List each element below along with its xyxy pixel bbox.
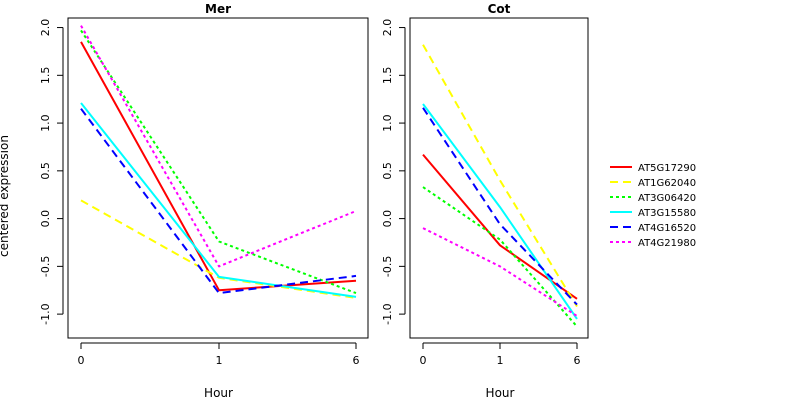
series-line-at4g21980 bbox=[80, 25, 357, 268]
legend-label: AT3G15580 bbox=[638, 208, 696, 219]
y-tick-label: 1.0 bbox=[381, 114, 394, 131]
series-line-at4g16520 bbox=[422, 107, 578, 306]
x-tick-label: 0 bbox=[420, 354, 427, 367]
series-line-at3g06420 bbox=[422, 186, 578, 328]
y-tick-label: 1.5 bbox=[381, 67, 394, 85]
series-line-at5g17290 bbox=[80, 41, 357, 292]
legend-label: AT1G62040 bbox=[638, 178, 696, 189]
legend-label: AT4G16520 bbox=[638, 223, 696, 234]
y-tick-label: 2.0 bbox=[381, 19, 394, 37]
series-line-at4g21980 bbox=[422, 227, 578, 317]
series-line-at1g62040 bbox=[422, 44, 578, 308]
x-axis-title: Hour bbox=[486, 386, 515, 400]
x-axis-title: Hour bbox=[204, 386, 233, 400]
series-line-at5g17290 bbox=[422, 153, 578, 300]
y-tick-label: 0.0 bbox=[39, 210, 52, 228]
legend-label: AT5G17290 bbox=[638, 163, 696, 174]
chart-panel-1: Cot 0 1 6 -1.0 -0.5 0.0 0.5 1.0 1.5 2.0 Hour bbox=[381, 2, 589, 400]
plot-frame bbox=[409, 17, 589, 339]
y-tick-label: -0.5 bbox=[381, 256, 394, 277]
x-tick-label: 0 bbox=[78, 354, 85, 367]
panel-title: Cot bbox=[488, 2, 511, 16]
y-tick-label: 1.5 bbox=[39, 67, 52, 85]
legend: AT5G17290 AT1G62040 AT3G06420 AT3G15580 AT4G… bbox=[610, 163, 696, 249]
chart-panel-0: Mer 0 1 6 -1.0 -0.5 0.0 0.5 1.0 1.5 2.0 Hour centere… bbox=[0, 2, 369, 400]
series-line-at3g15580 bbox=[422, 103, 578, 320]
plot-frame bbox=[67, 17, 369, 339]
series-line-at3g15580 bbox=[80, 102, 357, 298]
y-tick-label: -0.5 bbox=[39, 256, 52, 277]
legend-label: AT4G21980 bbox=[638, 238, 696, 249]
y-tick-label: -1.0 bbox=[39, 303, 52, 324]
x-tick-label: 6 bbox=[353, 354, 360, 367]
panel-title: Mer bbox=[205, 2, 231, 16]
y-tick-label: -1.0 bbox=[381, 303, 394, 324]
y-tick-label: 0.5 bbox=[381, 162, 394, 180]
y-tick-label: 1.0 bbox=[39, 114, 52, 131]
legend-label: AT3G06420 bbox=[638, 193, 696, 204]
y-tick-label: 0.5 bbox=[39, 162, 52, 180]
y-tick-label: 0.0 bbox=[381, 210, 394, 228]
x-tick-label: 1 bbox=[216, 354, 223, 367]
x-tick-label: 6 bbox=[574, 354, 581, 367]
y-axis-title: centered expression bbox=[0, 135, 11, 257]
series-line-at3g06420 bbox=[80, 29, 357, 295]
y-tick-label: 2.0 bbox=[39, 19, 52, 37]
x-tick-label: 1 bbox=[497, 354, 504, 367]
